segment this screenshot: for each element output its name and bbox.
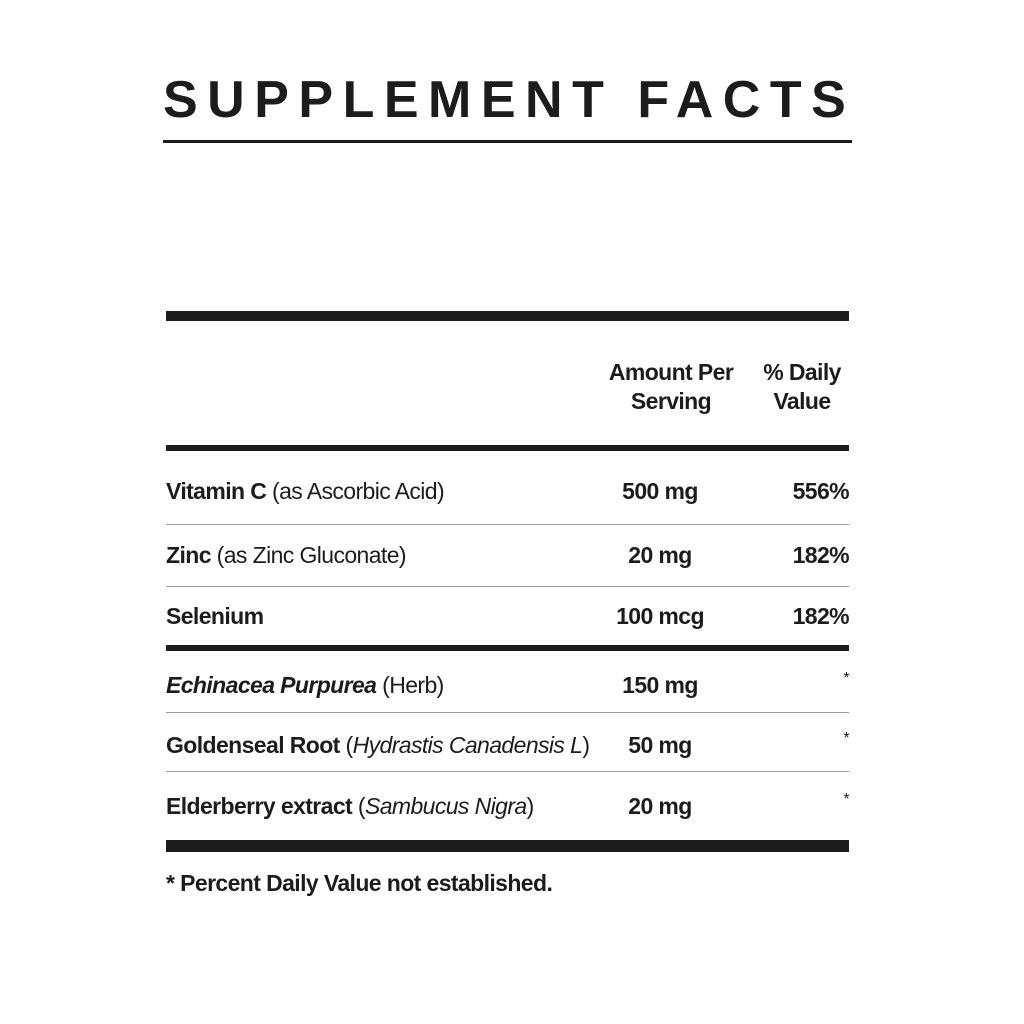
- nutrient-name: Goldenseal Root (Hydrastis Canadensis L): [166, 732, 590, 759]
- nutrient-name-part: (as Zinc Gluconate): [210, 542, 407, 568]
- amount-per-serving: 20 mg: [628, 542, 692, 568]
- amount-per-serving: 150 mg: [622, 672, 698, 698]
- table-row: Echinacea Purpurea (Herb) 150 mg *: [166, 664, 850, 704]
- daily-value: 556%: [792, 478, 850, 504]
- page-title: SUPPLEMENT FACTS: [163, 71, 856, 129]
- daily-value: *: [843, 791, 849, 808]
- nutrient-name-part: ): [526, 793, 535, 819]
- section-rule: [166, 645, 849, 651]
- nutrient-name: Selenium: [166, 603, 264, 630]
- table-row: Vitamin C (as Ascorbic Acid) 500 mg 556%: [166, 470, 850, 510]
- table-row: Goldenseal Root (Hydrastis Canadensis L)…: [166, 724, 850, 764]
- daily-value: 182%: [792, 603, 850, 629]
- amount-header-line1: Amount Per: [608, 359, 734, 385]
- nutrient-name-part: (Herb): [376, 672, 444, 698]
- nutrient-name-part: Elderberry extract: [166, 793, 353, 819]
- nutrient-name-part: Selenium: [166, 603, 264, 629]
- row-divider: [166, 771, 849, 772]
- header-rule: [166, 445, 849, 451]
- table-row: Selenium 100 mcg 182%: [166, 595, 850, 635]
- daily-value-header: % Daily Value: [752, 358, 852, 416]
- top-thick-rule: [166, 311, 849, 321]
- amount-per-serving: 50 mg: [628, 732, 692, 758]
- bottom-thick-rule: [166, 840, 849, 852]
- title-underline: [163, 140, 852, 143]
- nutrient-name-part: Echinacea Purpurea: [166, 672, 377, 698]
- nutrient-name-part: Hydrastis Canadensis L: [352, 732, 583, 758]
- nutrient-name-part: (: [352, 793, 366, 819]
- daily-value: *: [843, 730, 849, 747]
- amount-per-serving: 100 mcg: [616, 603, 704, 629]
- amount-per-serving: 500 mg: [622, 478, 698, 504]
- nutrient-name: Zinc (as Zinc Gluconate): [166, 542, 407, 569]
- daily-value: 182%: [792, 542, 850, 568]
- row-divider: [166, 712, 849, 713]
- table-row: Zinc (as Zinc Gluconate) 20 mg 182%: [166, 534, 850, 574]
- nutrient-name-part: Goldenseal Root: [166, 732, 340, 758]
- nutrient-name-part: Vitamin C: [166, 478, 267, 504]
- nutrient-name: Vitamin C (as Ascorbic Acid): [166, 478, 445, 505]
- nutrient-name-part: ): [582, 732, 590, 758]
- daily-value: *: [843, 670, 849, 687]
- nutrient-name-part: Zinc: [166, 542, 211, 568]
- dv-header-line2: Value: [773, 388, 831, 414]
- nutrient-name: Echinacea Purpurea (Herb): [166, 672, 444, 699]
- table-row: Elderberry extract (Sambucus Nigra) 20 mg…: [166, 785, 850, 825]
- nutrient-name-part: (as Ascorbic Acid): [266, 478, 445, 504]
- row-divider: [166, 586, 849, 587]
- nutrient-name-part: Sambucus Nigra: [364, 793, 527, 819]
- dv-header-line1: % Daily: [763, 359, 841, 385]
- nutrient-name-part: (: [339, 732, 354, 758]
- amount-per-serving-header: Amount Per Serving: [596, 358, 746, 416]
- footnote: * Percent Daily Value not established.: [166, 870, 553, 896]
- nutrient-name: Elderberry extract (Sambucus Nigra): [166, 793, 534, 820]
- amount-per-serving: 20 mg: [628, 793, 692, 819]
- row-divider: [166, 524, 849, 525]
- amount-header-line2: Serving: [630, 388, 712, 414]
